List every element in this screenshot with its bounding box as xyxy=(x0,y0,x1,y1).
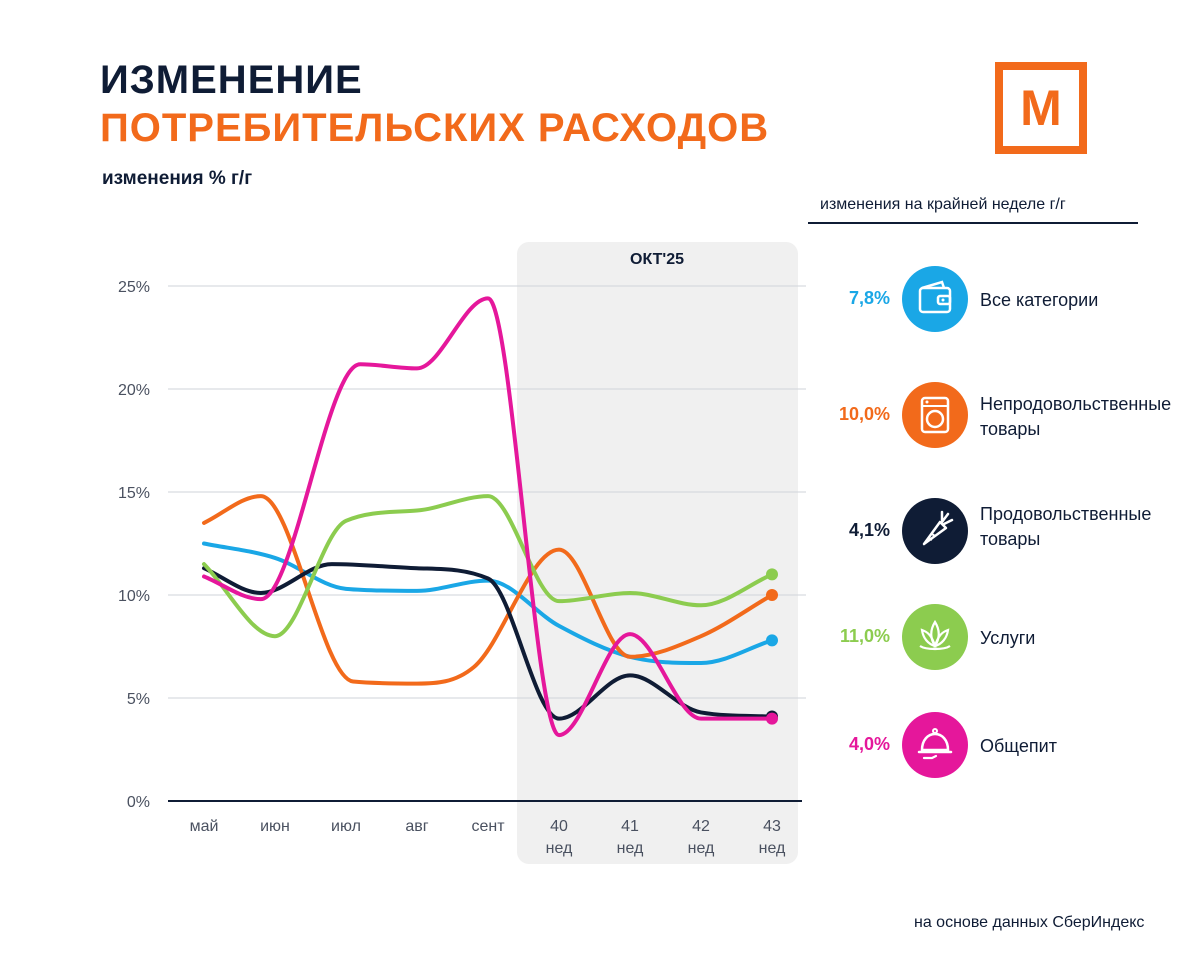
legend-label-services: Услуги xyxy=(980,628,1036,648)
legend-value-services: 11,0% xyxy=(839,626,890,646)
legend-label-food: Продовольственные товары xyxy=(980,502,1151,552)
series-line-3 xyxy=(202,494,774,639)
title-line-2: ПОТРЕБИТЕЛЬСКИХ РАСХОДОВ xyxy=(100,106,770,150)
series-end-point-4 xyxy=(766,712,778,725)
legend-label-catering: Общепит xyxy=(980,736,1057,756)
x-tick-label: 42 xyxy=(692,818,710,835)
x-tick-label-sub: нед xyxy=(688,840,715,857)
washing-machine-icon xyxy=(902,382,968,448)
y-tick-label: 10% xyxy=(118,588,150,605)
chart-subtitle: изменения % г/г xyxy=(102,168,253,189)
wallet-icon xyxy=(902,266,968,332)
series-end-point-3 xyxy=(766,568,778,581)
legend-label-nonfood: Непродовольственные товары xyxy=(980,392,1171,442)
legend-value-nonfood: 10,0% xyxy=(838,404,890,424)
legend-label-food-line2: товары xyxy=(980,529,1041,549)
x-tick-label: июн xyxy=(260,818,290,835)
brand-logo: М xyxy=(995,62,1087,154)
x-tick-label: сент xyxy=(471,818,505,835)
y-tick-label: 25% xyxy=(118,279,150,296)
legend-value-catering: 4,0% xyxy=(848,734,890,754)
x-tick-label: июл xyxy=(331,818,361,835)
logo-letter: М xyxy=(1020,80,1062,136)
y-tick-label: 20% xyxy=(118,382,150,399)
y-tick-label: 15% xyxy=(118,485,150,502)
legend-label-all: Все категории xyxy=(980,290,1099,310)
x-tick-label-sub: нед xyxy=(759,840,786,857)
legend-label-nonfood-line2: товары xyxy=(980,419,1041,439)
x-tick-label-sub: нед xyxy=(546,840,573,857)
y-tick-label: 5% xyxy=(127,691,150,708)
carrot-icon xyxy=(902,498,968,564)
series-end-point-0 xyxy=(766,634,778,647)
x-tick-label: 41 xyxy=(621,818,639,835)
x-tick-label: май xyxy=(190,818,219,835)
x-tick-label: авг xyxy=(405,818,428,835)
series-line-4 xyxy=(202,296,774,738)
legend-value-all: 7,8% xyxy=(848,288,890,308)
source-note: на основе данных СберИндекс xyxy=(914,914,1145,931)
legend-value-food: 4,1% xyxy=(848,520,890,540)
title-line-1: ИЗМЕНЕНИЕ xyxy=(100,58,363,102)
legend-label-food-line1: Продовольственные xyxy=(980,504,1152,524)
legend-divider xyxy=(808,222,1138,224)
series-line-2 xyxy=(202,562,774,721)
y-tick-label: 0% xyxy=(127,794,150,811)
x-tick-label-sub: нед xyxy=(617,840,644,857)
series-end-point-1 xyxy=(766,589,778,601)
series-line-1 xyxy=(202,494,774,686)
x-tick-label: 43 xyxy=(763,818,781,835)
highlight-label: ОКТ'25 xyxy=(630,251,684,268)
highlight-region xyxy=(517,242,798,864)
cloche-icon xyxy=(902,712,968,778)
x-tick-label: 40 xyxy=(550,818,568,835)
legend-title: изменения на крайней неделе г/г xyxy=(820,196,1066,213)
lotus-icon xyxy=(902,604,968,670)
legend-label-nonfood-line1: Непродовольственные xyxy=(980,394,1172,414)
